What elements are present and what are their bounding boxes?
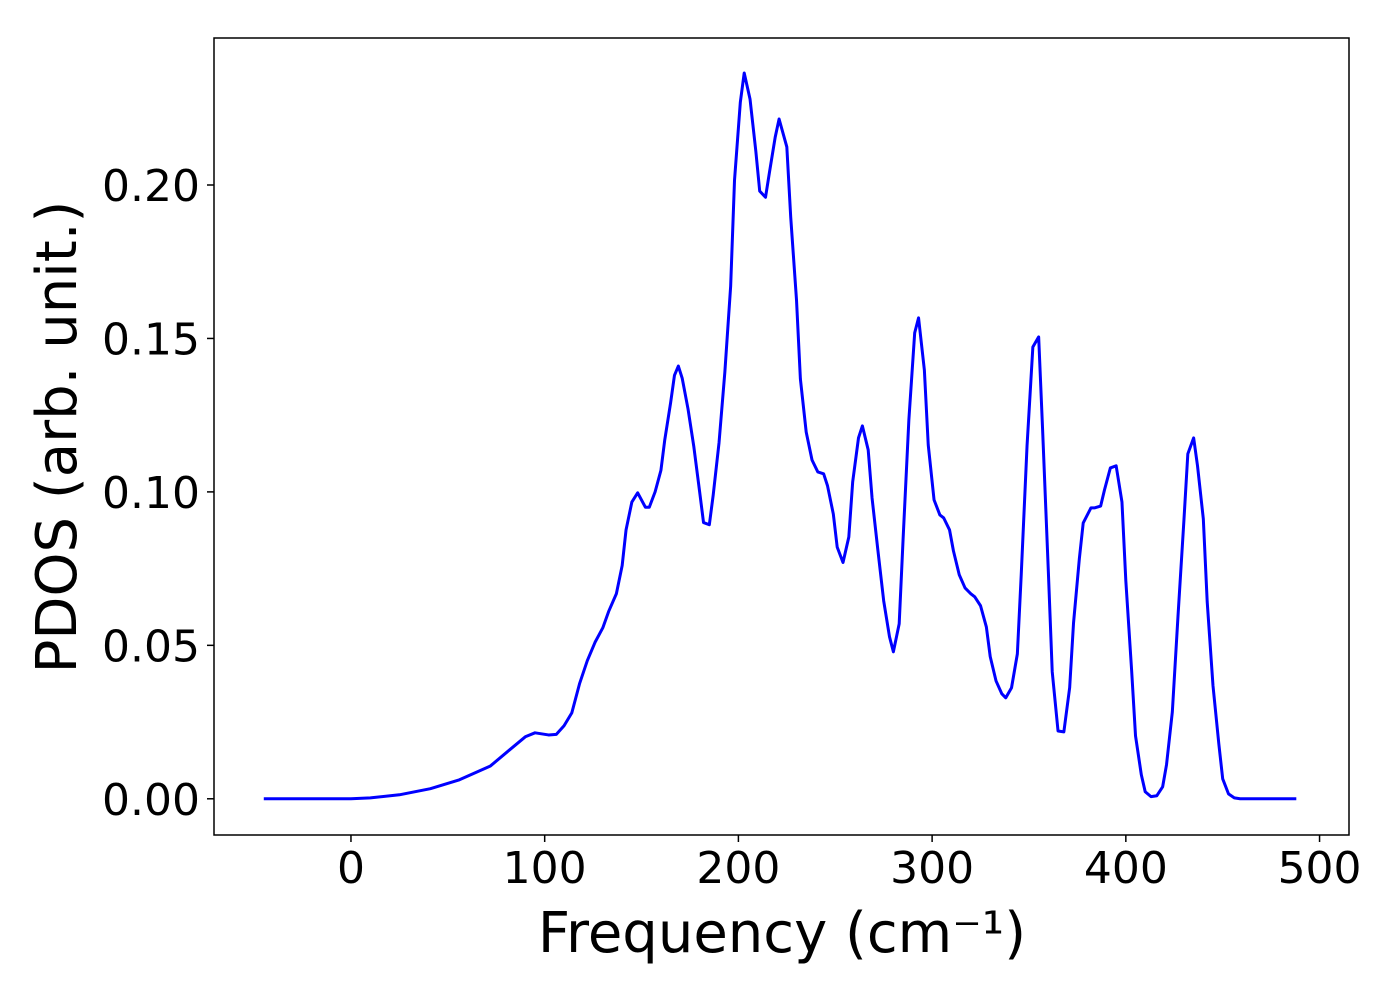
x-tick-label: 200: [696, 843, 780, 894]
x-tick-label: 500: [1278, 843, 1362, 894]
y-tick-label: 0.05: [102, 621, 200, 672]
y-axis-label: PDOS (arb. unit.): [25, 201, 90, 674]
x-tick-label: 300: [890, 843, 974, 894]
y-tick-label: 0.20: [102, 161, 200, 212]
y-tick-label: 0.15: [102, 314, 200, 365]
plot-frame: [213, 37, 1350, 836]
y-tick-label: 0.10: [102, 468, 200, 519]
x-tick-label: 400: [1084, 843, 1168, 894]
y-tick-label: 0.00: [102, 775, 200, 826]
x-tick-label: 100: [503, 843, 587, 894]
data-line: [263, 71, 1297, 801]
x-tick-label: 0: [337, 843, 365, 894]
x-axis-label: Frequency (cm⁻¹): [538, 901, 1026, 966]
